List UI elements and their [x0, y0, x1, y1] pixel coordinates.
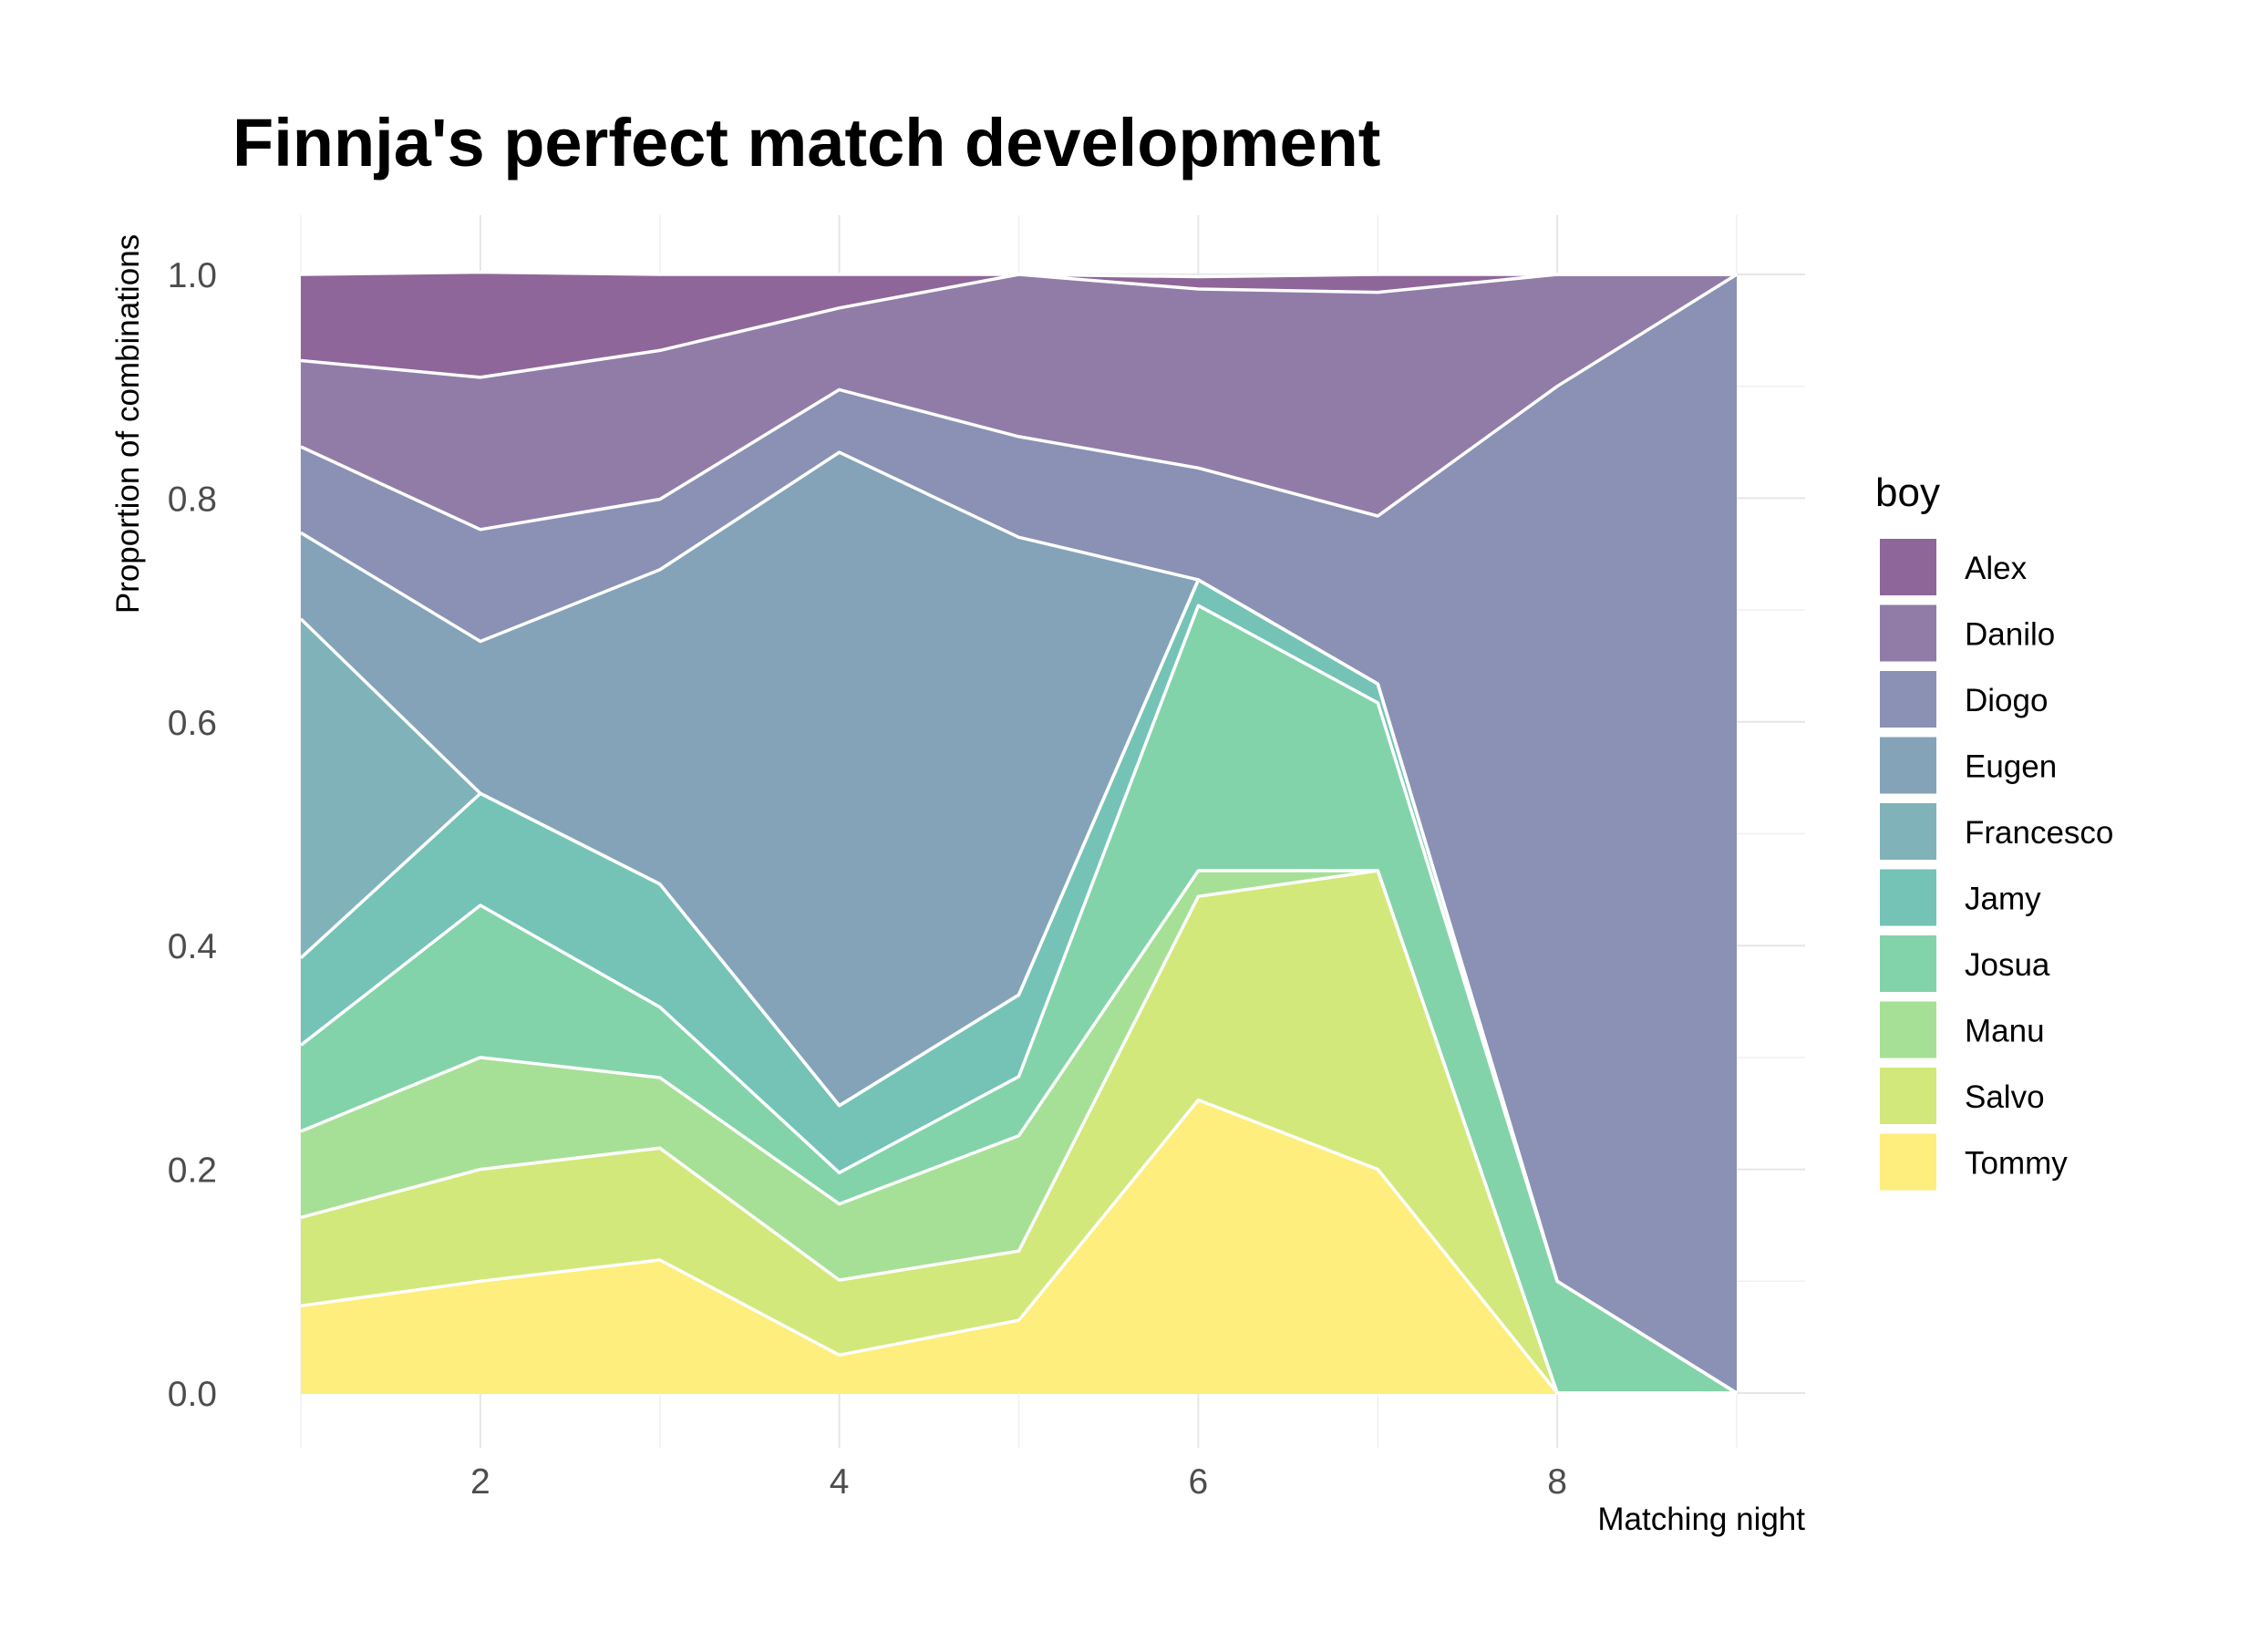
area-outline-josua	[299, 604, 1738, 1395]
legend-label-salvo: Salvo	[1965, 1079, 2045, 1115]
legend: boy Alex Danilo Diogo Eugen Francesco Jamy Jos…	[1875, 470, 2113, 1191]
legend-key-diogo	[1880, 671, 1936, 728]
legend-label-tommy: Tommy	[1965, 1146, 2068, 1182]
area-outline-eugen	[300, 450, 1738, 1395]
area-outline-diogo	[300, 273, 1738, 532]
x-axis-ticks: 2 4 6 8	[470, 1462, 1567, 1502]
legend-key-salvo	[1880, 1068, 1936, 1124]
area-eugen	[301, 452, 1737, 1394]
legend-label-francesco: Francesco	[1965, 815, 2113, 851]
chart-title: Finnja's perfect match development	[232, 105, 1380, 181]
area-tommy	[301, 1100, 1737, 1393]
legend-key-eugen	[1880, 737, 1936, 794]
area-outline-tommy	[300, 1098, 1737, 1395]
x-axis-label: Matching night	[1597, 1502, 1805, 1537]
y-tick-label: 0.8	[168, 480, 217, 519]
legend-title: boy	[1875, 470, 1940, 515]
y-tick-label: 0.6	[168, 704, 217, 743]
legend-key-manu	[1880, 1001, 1936, 1058]
legend-label-eugen: Eugen	[1965, 749, 2057, 785]
x-tick-label: 8	[1547, 1462, 1567, 1502]
y-axis-ticks: 0.0 0.2 0.4 0.6 0.8 1.0	[168, 256, 217, 1414]
legend-label-manu: Manu	[1965, 1014, 2045, 1049]
y-axis-label: Proportion of combinations	[110, 234, 146, 614]
x-tick-label: 4	[830, 1462, 850, 1502]
area-alex	[301, 272, 1737, 377]
y-tick-label: 1.0	[168, 256, 217, 295]
y-tick-label: 0.2	[168, 1151, 217, 1191]
legend-label-danilo: Danilo	[1965, 617, 2055, 653]
stacked-areas	[299, 270, 1738, 1395]
legend-key-alex	[1880, 539, 1936, 595]
area-danilo	[301, 274, 1737, 530]
legend-key-tommy	[1880, 1133, 1936, 1191]
x-tick-label: 6	[1189, 1462, 1209, 1502]
legend-key-josua	[1880, 935, 1936, 992]
legend-key-danilo	[1880, 604, 1936, 662]
legend-label-alex: Alex	[1965, 551, 2028, 586]
area-diogo	[301, 274, 1737, 1393]
area-salvo	[301, 871, 1737, 1393]
legend-key-jamy	[1880, 869, 1936, 926]
legend-key-francesco	[1880, 803, 1936, 860]
x-tick-label: 2	[470, 1462, 490, 1502]
legend-label-diogo: Diogo	[1965, 683, 2048, 718]
y-tick-label: 0.0	[168, 1375, 217, 1414]
area-outline-alex	[300, 270, 1737, 279]
area-manu	[301, 871, 1737, 1393]
area-josua	[301, 605, 1737, 1393]
y-tick-label: 0.4	[168, 927, 217, 966]
legend-label-jamy: Jamy	[1965, 882, 2041, 917]
area-outline-manu	[300, 869, 1737, 1395]
legend-label-josua: Josua	[1965, 947, 2050, 983]
